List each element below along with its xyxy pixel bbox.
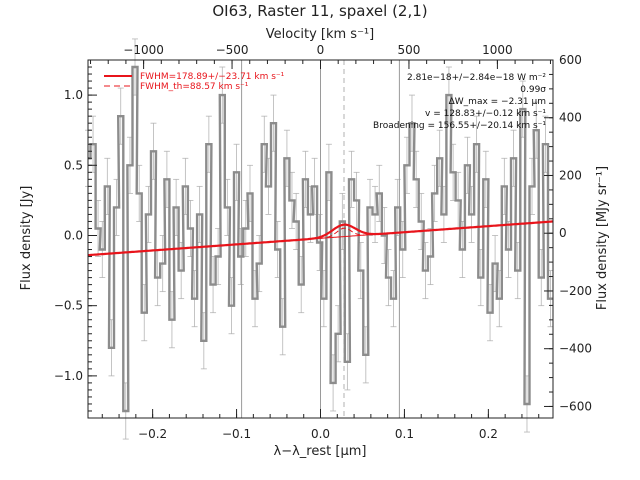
top-tick-label: 1000 <box>482 43 513 57</box>
reference-lines <box>241 60 400 418</box>
legend-fit-label: FWHM=178.89+/−23.71 km s⁻¹ <box>140 72 285 82</box>
top-tick-label: −500 <box>216 43 249 57</box>
fit-series <box>88 220 553 257</box>
right-tick-label: 200 <box>559 168 582 182</box>
y-tick-label: 0.5 <box>64 158 83 172</box>
right-tick-label: −600 <box>559 399 592 413</box>
annotation-delta-w: ΔW_max = −2.31 μm <box>449 97 546 107</box>
annotation-flux: 2.81e−18+/−2.84e−18 W m⁻² <box>407 73 546 83</box>
top-tick-label: −1000 <box>123 43 164 57</box>
top-tick-label: 0 <box>317 43 325 57</box>
fit-line <box>88 220 553 257</box>
spectrum-series <box>88 65 553 413</box>
x-axis-label: λ−λ_rest [μm] <box>274 444 367 459</box>
top-tick-label: 500 <box>397 43 420 57</box>
x-tick-label: 0.1 <box>395 427 414 441</box>
axes: −0.2 −0.1 0.0 0.1 0.2 −1.0 −0.5 0.0 0.5 1.0 −600 −4… <box>54 43 592 441</box>
y-tick-label: 1.0 <box>64 88 83 102</box>
y-axis-label-left: Flux density [Jy] <box>19 186 34 291</box>
right-tick-label: −400 <box>559 342 592 356</box>
annotation-velocity: v = 128.83+/−0.12 km s⁻¹ <box>425 109 546 119</box>
x-tick-label: 0.2 <box>479 427 498 441</box>
x-tick-label: −0.1 <box>222 427 251 441</box>
legend-thermal-label: FWHM_th=88.57 km s⁻¹ <box>140 82 249 92</box>
y-tick-label: 0.0 <box>64 228 83 242</box>
annotation-significance: 0.99σ <box>520 85 546 95</box>
chart-title: OI63, Raster 11, spaxel (2,1) <box>212 2 427 20</box>
right-tick-label: 600 <box>559 53 582 67</box>
annotation-broadening: Broadening = 156.55+/−20.14 km s⁻¹ <box>373 121 546 131</box>
y-axis-label-right: Flux density [MJy sr⁻¹] <box>595 166 610 310</box>
y-tick-label: −1.0 <box>54 369 83 383</box>
right-tick-label: 400 <box>559 111 582 125</box>
right-tick-label: −200 <box>559 284 592 298</box>
right-tick-label: 0 <box>559 226 567 240</box>
x-tick-label: 0.0 <box>311 427 330 441</box>
fit-annotations: 2.81e−18+/−2.84e−18 W m⁻² 0.99σ ΔW_max =… <box>373 73 546 131</box>
x-tick-label: −0.2 <box>138 427 167 441</box>
spectrum-line <box>88 65 553 413</box>
y-tick-label: −0.5 <box>54 299 83 313</box>
top-axis-label: Velocity [km s⁻¹] <box>266 27 374 42</box>
legend: FWHM=178.89+/−23.71 km s⁻¹ FWHM_th=88.57… <box>104 72 285 92</box>
